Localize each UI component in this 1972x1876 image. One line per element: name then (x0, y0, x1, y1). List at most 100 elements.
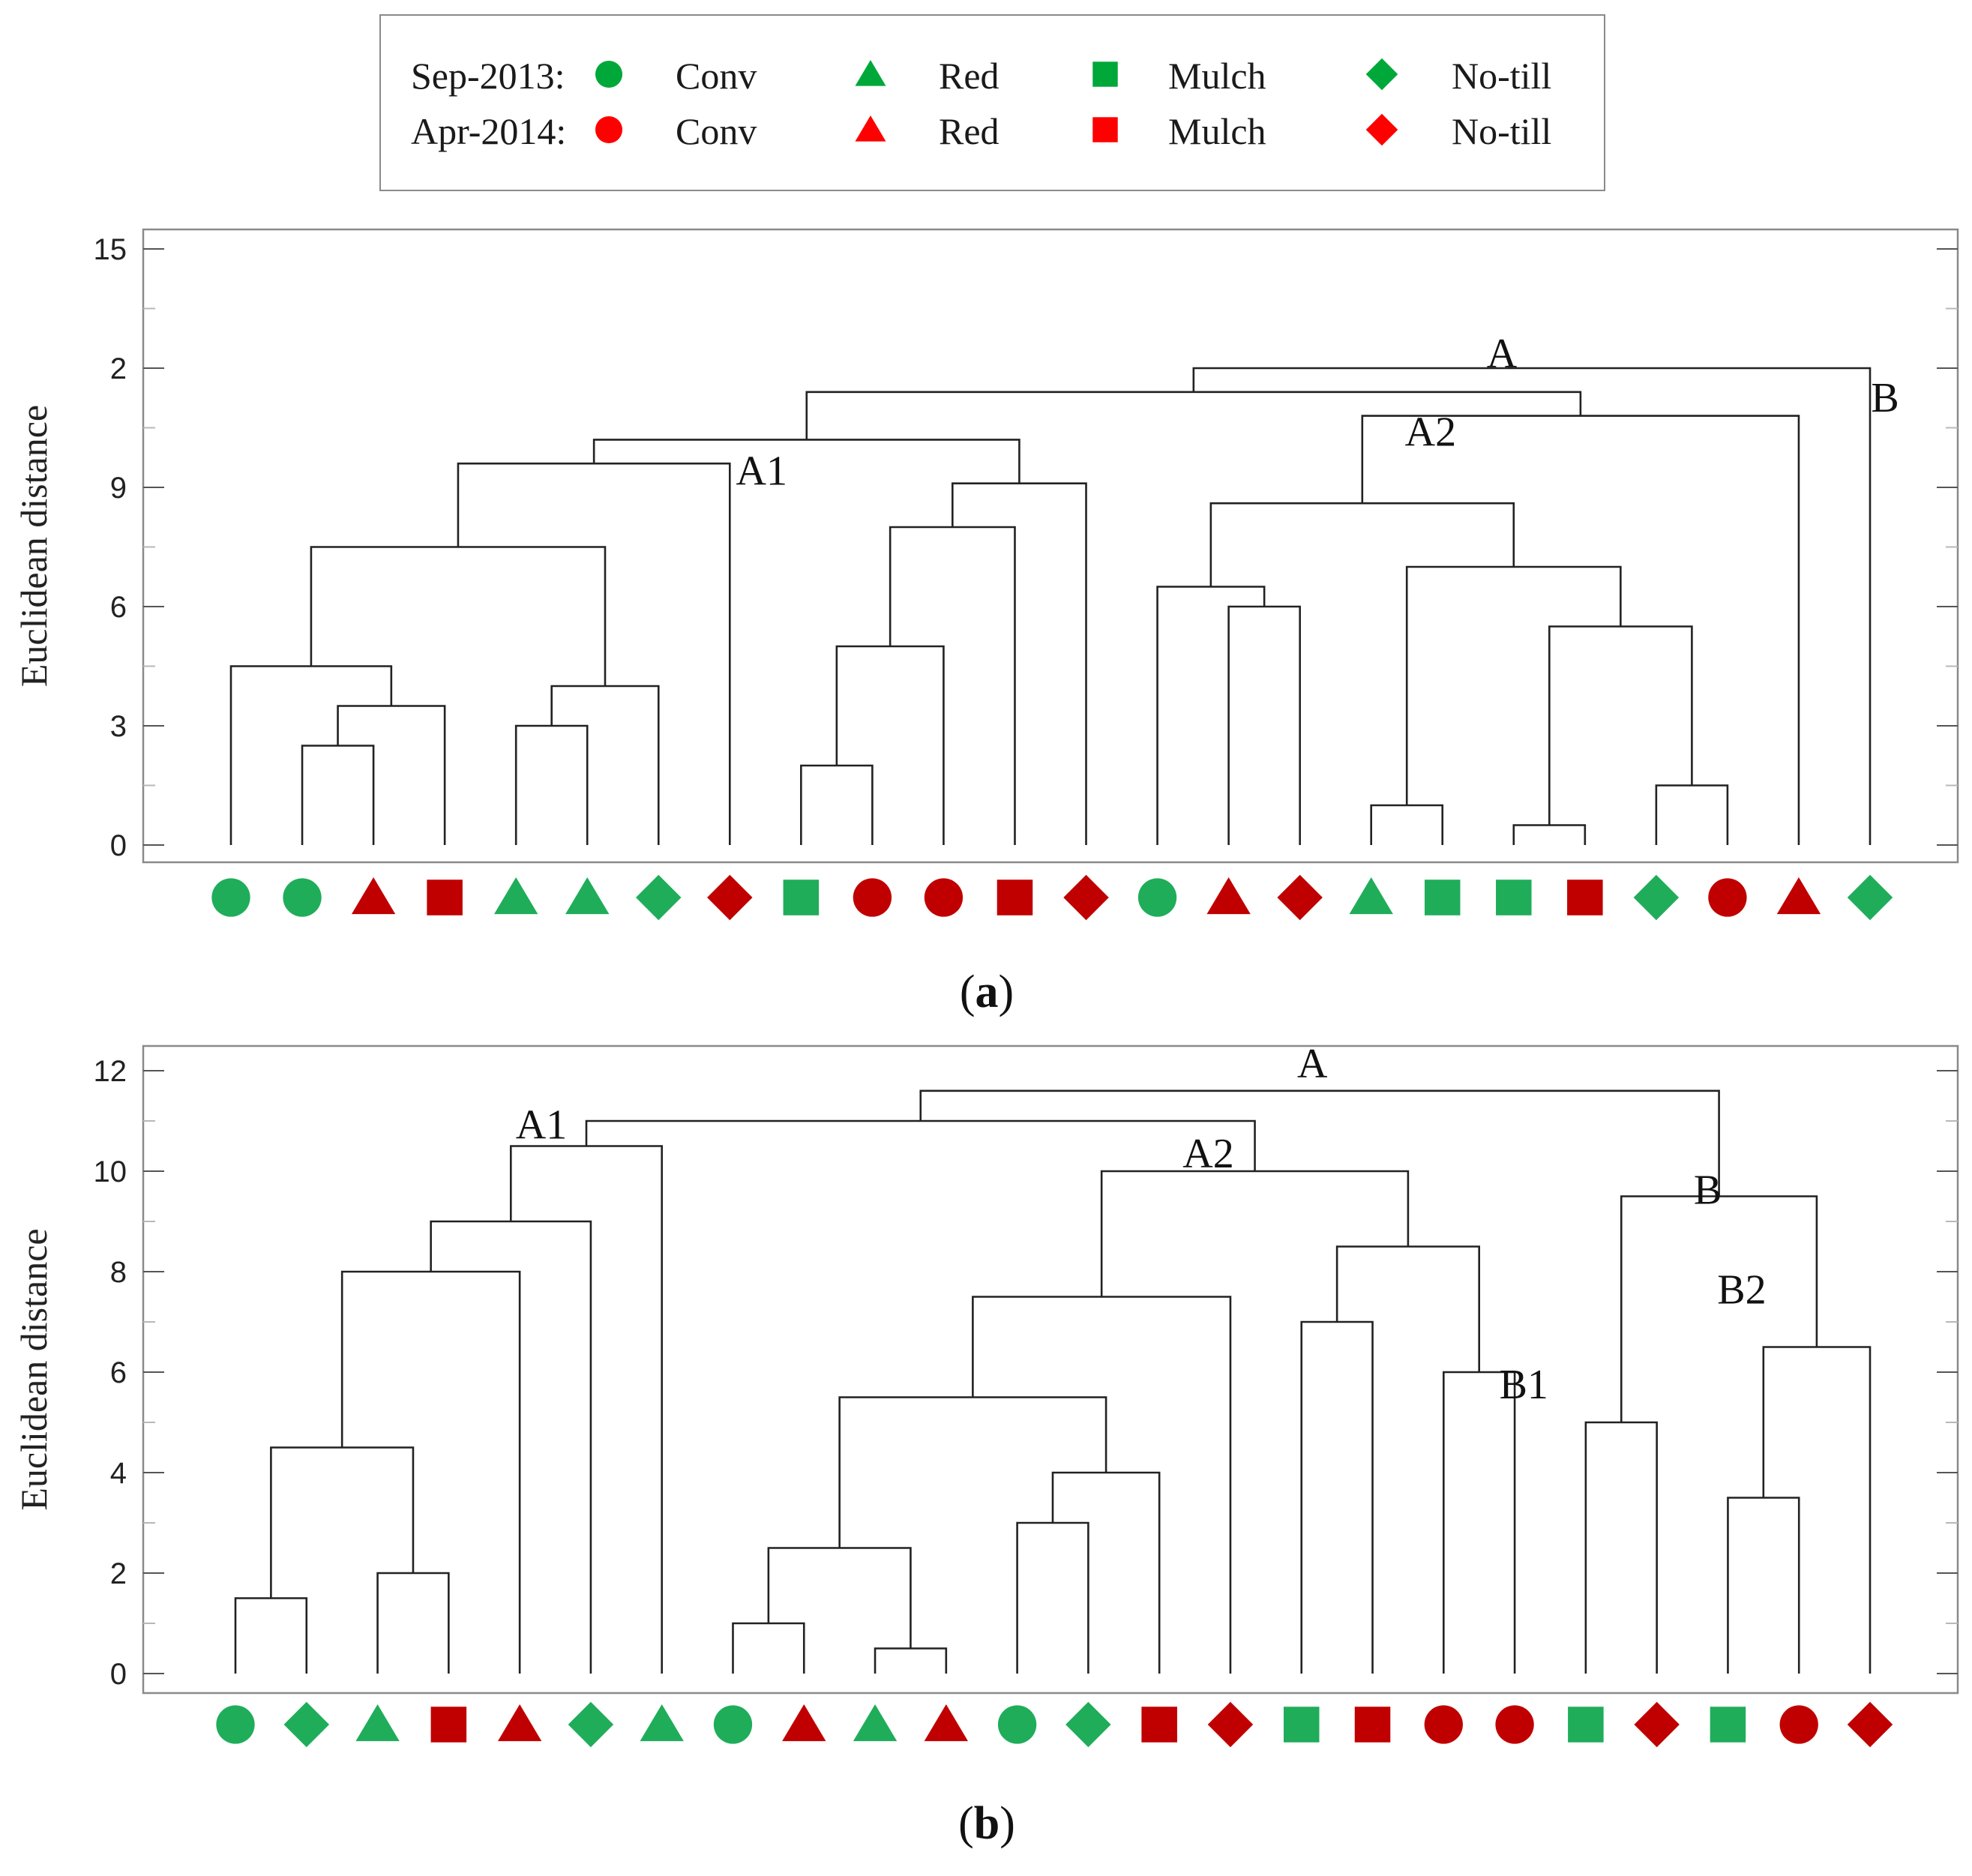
leaf-circle-marker (1424, 1705, 1463, 1744)
legend-circle-marker (595, 60, 623, 88)
leaf-diamond-marker (568, 1701, 614, 1748)
caption-close-paren: ) (999, 1798, 1015, 1849)
plot-frame (142, 1044, 1959, 1695)
leaf-circle-marker (997, 1705, 1037, 1744)
y-tick-label: 0 (110, 829, 127, 862)
y-axis-label: Euclidean distance (13, 1228, 55, 1510)
cluster-label: B1 (1500, 1362, 1548, 1408)
leaf-triangle-marker (355, 1704, 400, 1742)
leaf-circle-marker (1779, 1705, 1818, 1744)
leaf-triangle-marker (782, 1704, 826, 1742)
leaf-diamond-marker (1634, 1701, 1680, 1748)
leaf-triangle-marker (565, 877, 610, 915)
leaf-square-marker (427, 880, 463, 916)
legend-diamond-marker (1365, 113, 1398, 146)
leaf-square-marker (1568, 1707, 1604, 1743)
y-tick-label: 15 (94, 233, 127, 266)
leaf-diamond-marker (1065, 1701, 1111, 1748)
dendrogram-panel-b: 0 2 4 6 8 10 12 Euclidean distance A A1 A2 B B1 B2 (13, 1041, 1959, 1748)
leaf-diamond-marker (1277, 874, 1323, 921)
legend-circle-marker (595, 115, 623, 144)
leaf-square-marker (430, 1707, 467, 1743)
leaf-diamond-marker (1207, 1701, 1254, 1748)
leaf-triangle-marker (1206, 877, 1251, 915)
cluster-label: A (1487, 331, 1518, 377)
legend-triangle-marker (855, 115, 886, 142)
legend-item-label: Mulch (1168, 110, 1266, 152)
dendrogram-panel-a: 0 3 6 9 2 15 Euclidean distance A A1 A2 B (13, 228, 1959, 921)
cluster-label: B (1694, 1167, 1722, 1214)
leaf-square-marker (1354, 1707, 1391, 1743)
plot-frame (142, 228, 1959, 864)
y-tick-label: 8 (110, 1256, 127, 1289)
leaf-triangle-marker (1776, 877, 1821, 915)
y-axis: 0 2 4 6 8 10 12 (94, 1055, 1958, 1691)
cluster-label: A (1297, 1041, 1328, 1087)
legend-item-label: Red (939, 55, 999, 97)
leaf-diamond-marker (1847, 1701, 1893, 1748)
leaf-square-marker (1710, 1707, 1746, 1743)
legend-item-label: No-till (1452, 55, 1551, 97)
y-axis: 0 3 6 9 2 15 (94, 233, 1958, 862)
cluster-label: A1 (736, 448, 787, 494)
leaf-square-marker (1424, 880, 1461, 916)
legend-square-marker (1092, 61, 1118, 87)
y-tick-label: 2 (110, 352, 127, 385)
legend-item-label: Red (939, 110, 999, 152)
legend-diamond-marker (1365, 58, 1398, 91)
y-tick-label: 10 (94, 1155, 127, 1188)
leaf-markers (216, 1701, 1893, 1748)
leaf-triangle-marker (351, 877, 396, 915)
leaf-triangle-marker (924, 1704, 968, 1742)
caption-letter: b (974, 1798, 999, 1849)
legend-item-label: Conv (676, 110, 757, 152)
legend: Sep-2013: Conv Red Mulch No-till Apr-2014: Con… (379, 14, 1605, 191)
leaf-square-marker (996, 880, 1033, 916)
y-tick-label: 2 (110, 1557, 127, 1590)
legend-square-marker (1092, 117, 1118, 142)
panel-caption-b: (b) (958, 1798, 1015, 1849)
leaf-circle-marker (1137, 878, 1177, 917)
cluster-label: A2 (1182, 1131, 1233, 1177)
leaf-markers (211, 874, 1893, 921)
y-tick-label: 0 (110, 1658, 127, 1691)
leaf-square-marker (1141, 1707, 1177, 1743)
leaf-triangle-marker (494, 877, 538, 915)
caption-close-paren: ) (999, 966, 1014, 1017)
leaf-diamond-marker (1633, 874, 1680, 921)
legend-box (379, 14, 1605, 191)
y-tick-label: 4 (110, 1457, 127, 1490)
caption-open-paren: ( (958, 1798, 974, 1849)
leaf-triangle-marker (497, 1704, 542, 1742)
dendrogram-links (229, 367, 1872, 845)
leaf-circle-marker (1495, 1705, 1534, 1744)
leaf-square-marker (1567, 880, 1603, 916)
leaf-diamond-marker (707, 874, 753, 921)
y-tick-label: 3 (110, 710, 127, 743)
legend-triangle-marker (855, 60, 886, 86)
cluster-label: B2 (1717, 1267, 1766, 1314)
leaf-circle-marker (211, 878, 250, 917)
y-axis-label: Euclidean distance (13, 405, 55, 687)
leaf-circle-marker (853, 878, 892, 917)
leaf-triangle-marker (1349, 877, 1393, 915)
leaf-square-marker (783, 880, 820, 916)
legend-item-label: No-till (1452, 110, 1551, 152)
caption-letter: a (976, 966, 999, 1017)
cluster-label: B (1871, 375, 1899, 421)
leaf-square-marker (1496, 880, 1532, 916)
leaf-square-marker (1283, 1707, 1320, 1743)
leaf-diamond-marker (1847, 874, 1893, 921)
caption-open-paren: ( (960, 966, 976, 1017)
y-tick-label: 6 (110, 1356, 127, 1389)
legend-date-label: Apr-2014: (411, 110, 566, 152)
leaf-diamond-marker (283, 1701, 330, 1748)
legend-item-label: Mulch (1168, 55, 1266, 97)
panel-caption-a: (a) (960, 966, 1014, 1017)
leaf-circle-marker (1708, 878, 1747, 917)
y-tick-label: 9 (110, 472, 127, 505)
legend-date-label: Sep-2013: (411, 55, 565, 97)
cluster-label: A2 (1405, 409, 1456, 456)
legend-item-label: Conv (676, 55, 757, 97)
